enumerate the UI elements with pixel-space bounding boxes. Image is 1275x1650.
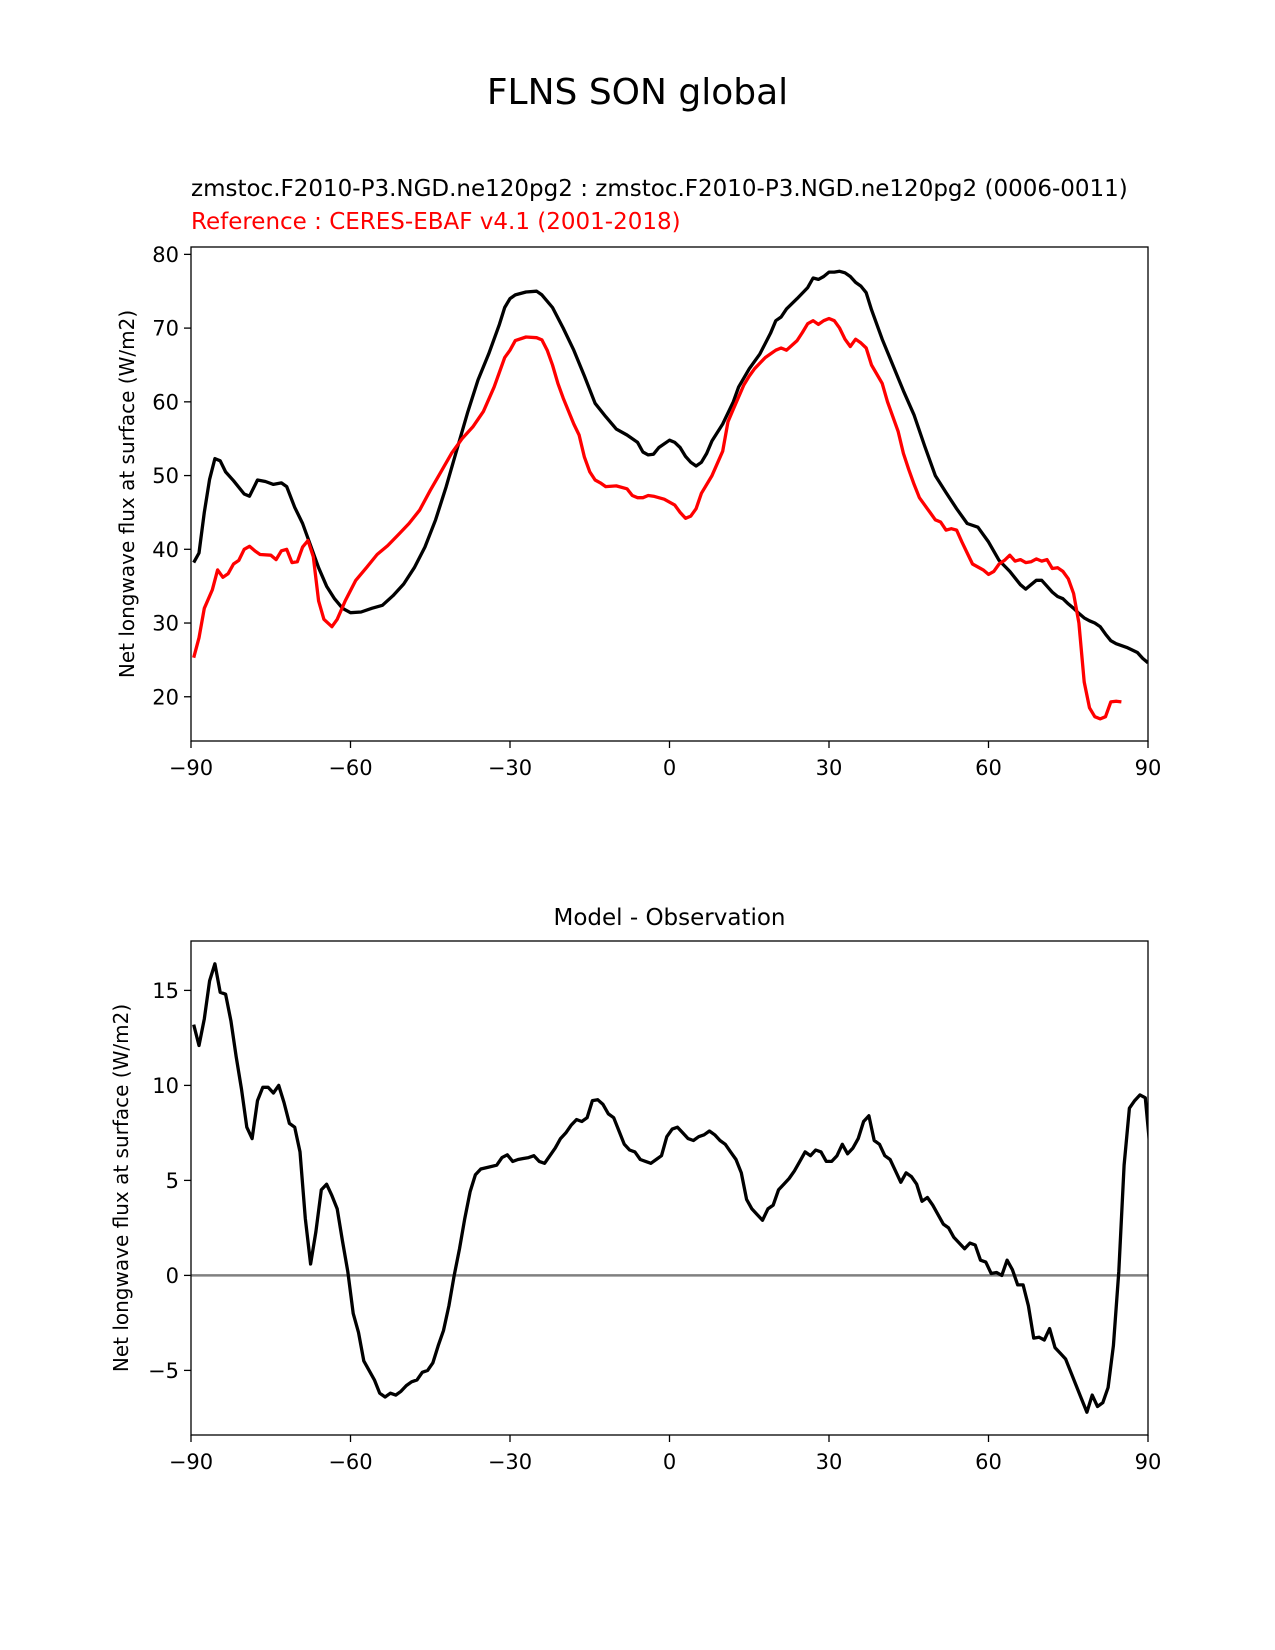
plot-frame-bottom xyxy=(190,940,1149,1436)
x-tick-label: 60 xyxy=(975,756,1002,780)
plot-frame-top xyxy=(190,246,1149,742)
x-tick-label: −90 xyxy=(169,756,213,780)
y-tick-label: 60 xyxy=(152,390,179,414)
model-subtitle: zmstoc.F2010-P3.NGD.ne120pg2 : zmstoc.F2… xyxy=(191,176,1128,202)
x-tick-label: 30 xyxy=(816,1450,843,1474)
reference-series-line xyxy=(192,316,1122,721)
figure-title: FLNS SON global xyxy=(486,72,789,113)
y-tick-label: 40 xyxy=(152,538,179,562)
model-series-line xyxy=(192,269,1148,665)
x-tick-label: 90 xyxy=(1135,756,1162,780)
y-tick-label: 15 xyxy=(152,979,179,1003)
y-tick-label: 10 xyxy=(152,1074,179,1098)
y-tick-label: 20 xyxy=(152,685,179,709)
x-tick-label: 30 xyxy=(816,756,843,780)
y-axis-label: Net longwave flux at surface (W/m2) xyxy=(115,310,139,678)
x-tick-label: −60 xyxy=(328,1450,372,1474)
x-tick-label: 0 xyxy=(663,1450,676,1474)
y-tick-label: 50 xyxy=(152,464,179,488)
y-tick-label: 70 xyxy=(152,317,179,341)
x-tick-label: 90 xyxy=(1135,1450,1162,1474)
x-tick-label: −90 xyxy=(169,1450,213,1474)
y-tick-label: 5 xyxy=(166,1169,179,1193)
x-tick-label: −30 xyxy=(488,756,532,780)
y-tick-label: −5 xyxy=(148,1359,179,1383)
y-tick-label: 80 xyxy=(152,243,179,267)
y-tick-label: 0 xyxy=(166,1264,179,1288)
x-tick-label: −30 xyxy=(488,1450,532,1474)
difference-series-line xyxy=(192,962,1148,1414)
y-tick-label: 30 xyxy=(152,612,179,636)
y-axis-label: Net longwave flux at surface (W/m2) xyxy=(109,1004,133,1372)
difference-plot-title: Model - Observation xyxy=(553,905,786,931)
reference-subtitle: Reference : CERES-EBAF v4.1 (2001-2018) xyxy=(191,209,681,235)
x-tick-label: 0 xyxy=(663,756,676,780)
x-tick-label: −60 xyxy=(328,756,372,780)
x-tick-label: 60 xyxy=(975,1450,1002,1474)
